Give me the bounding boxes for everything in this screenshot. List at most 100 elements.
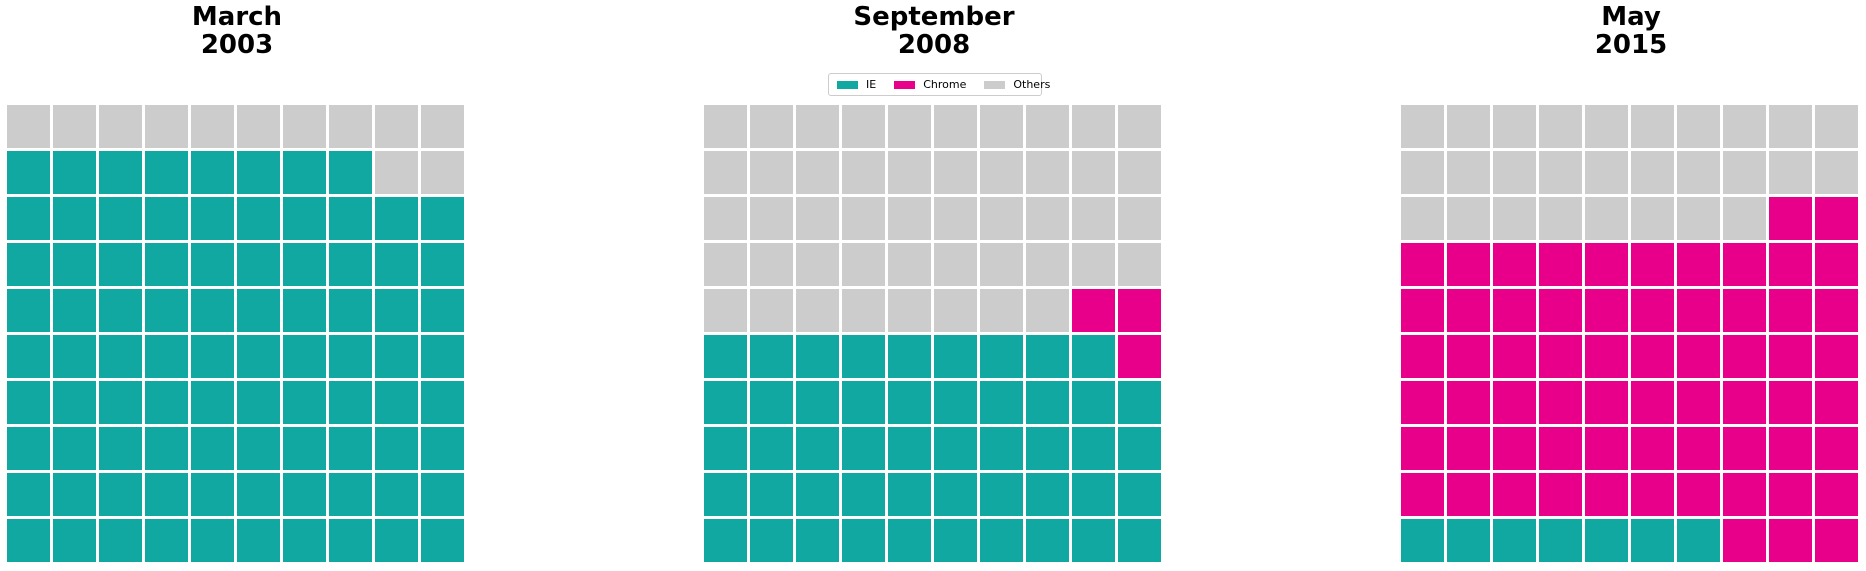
waffle-cell-others bbox=[750, 105, 793, 148]
waffle-cell-others bbox=[934, 289, 977, 332]
waffle-cell-ie bbox=[796, 519, 839, 562]
waffle-cell-others bbox=[796, 197, 839, 240]
waffle-cell-others bbox=[980, 151, 1023, 194]
waffle-cell-ie bbox=[888, 427, 931, 470]
waffle-cell-chrome bbox=[1447, 289, 1490, 332]
waffle-cell-ie bbox=[53, 151, 96, 194]
waffle-cell-ie bbox=[842, 519, 885, 562]
waffle-cell-ie bbox=[145, 151, 188, 194]
waffle-cell-ie bbox=[53, 473, 96, 516]
waffle-cell-ie bbox=[1026, 427, 1069, 470]
waffle-cell-ie bbox=[53, 335, 96, 378]
waffle-cell-ie bbox=[145, 289, 188, 332]
waffle-cell-ie bbox=[704, 473, 747, 516]
waffle-cell-chrome bbox=[1769, 427, 1812, 470]
waffle-cell-chrome bbox=[1677, 473, 1720, 516]
waffle-cell-chrome bbox=[1815, 427, 1858, 470]
waffle-cell-chrome bbox=[1631, 427, 1674, 470]
waffle-cell-chrome bbox=[1769, 473, 1812, 516]
waffle-cell-ie bbox=[283, 473, 326, 516]
waffle-cell-others bbox=[704, 289, 747, 332]
waffle-cell-others bbox=[1631, 197, 1674, 240]
waffle-cell-others bbox=[145, 105, 188, 148]
waffle-cell-chrome bbox=[1539, 289, 1582, 332]
waffle-cell-chrome bbox=[1539, 381, 1582, 424]
waffle-cell-others bbox=[888, 243, 931, 286]
waffle-cell-others bbox=[1026, 105, 1069, 148]
waffle-cell-ie bbox=[7, 289, 50, 332]
waffle-cell-ie bbox=[7, 473, 50, 516]
waffle-cell-ie bbox=[237, 473, 280, 516]
waffle-cell-others bbox=[980, 197, 1023, 240]
waffle-cell-others bbox=[704, 105, 747, 148]
waffle-cell-ie bbox=[145, 381, 188, 424]
waffle-cell-ie bbox=[7, 243, 50, 286]
waffle-cell-ie bbox=[375, 289, 418, 332]
waffle-cell-others bbox=[842, 289, 885, 332]
waffle-cell-ie bbox=[283, 197, 326, 240]
waffle-cell-ie bbox=[980, 427, 1023, 470]
legend-swatch-ie bbox=[837, 80, 858, 89]
waffle-cell-chrome bbox=[1539, 335, 1582, 378]
waffle-cell-others bbox=[842, 105, 885, 148]
waffle-cell-ie bbox=[750, 519, 793, 562]
waffle-cell-ie bbox=[1631, 519, 1674, 562]
waffle-cell-ie bbox=[842, 473, 885, 516]
waffle-cell-others bbox=[1585, 105, 1628, 148]
waffle-cell-ie bbox=[934, 427, 977, 470]
waffle-cell-ie bbox=[421, 381, 464, 424]
waffle-cell-chrome bbox=[1447, 243, 1490, 286]
waffle-cell-others bbox=[934, 105, 977, 148]
waffle-cell-ie bbox=[53, 289, 96, 332]
waffle-cell-ie bbox=[191, 473, 234, 516]
waffle-cell-ie bbox=[283, 289, 326, 332]
waffle-cell-ie bbox=[145, 243, 188, 286]
waffle-cell-others bbox=[1026, 289, 1069, 332]
waffle-cell-chrome bbox=[1631, 289, 1674, 332]
waffle-cell-ie bbox=[750, 381, 793, 424]
waffle-cell-others bbox=[1401, 197, 1444, 240]
waffle-cell-ie bbox=[145, 335, 188, 378]
legend-item-ie: IE bbox=[837, 78, 876, 91]
waffle-cell-others bbox=[842, 151, 885, 194]
legend-item-chrome: Chrome bbox=[894, 78, 966, 91]
waffle-cell-others bbox=[1118, 197, 1161, 240]
waffle-cell-others bbox=[329, 105, 372, 148]
waffle-cell-ie bbox=[99, 335, 142, 378]
waffle-cell-ie bbox=[99, 519, 142, 562]
waffle-cell-ie bbox=[375, 519, 418, 562]
waffle-cell-ie bbox=[750, 473, 793, 516]
waffle-cell-chrome bbox=[1769, 289, 1812, 332]
waffle-cell-others bbox=[1447, 151, 1490, 194]
waffle-cell-chrome bbox=[1677, 427, 1720, 470]
waffle-cell-ie bbox=[1072, 473, 1115, 516]
waffle-cell-others bbox=[1677, 105, 1720, 148]
waffle-cell-others bbox=[934, 197, 977, 240]
waffle-cell-others bbox=[1769, 151, 1812, 194]
waffle-cell-chrome bbox=[1677, 243, 1720, 286]
waffle-cell-ie bbox=[934, 519, 977, 562]
waffle-cell-others bbox=[53, 105, 96, 148]
waffle-cell-ie bbox=[934, 473, 977, 516]
chart-title-3-line2: 2015 bbox=[1594, 30, 1668, 60]
waffle-cell-chrome bbox=[1631, 381, 1674, 424]
waffle-cell-ie bbox=[7, 427, 50, 470]
waffle-cell-ie bbox=[329, 519, 372, 562]
waffle-cell-others bbox=[888, 105, 931, 148]
waffle-cell-chrome bbox=[1585, 243, 1628, 286]
waffle-cell-others bbox=[888, 289, 931, 332]
waffle-cell-chrome bbox=[1815, 381, 1858, 424]
waffle-cell-others bbox=[1026, 243, 1069, 286]
waffle-cell-ie bbox=[842, 427, 885, 470]
waffle-cell-chrome bbox=[1493, 381, 1536, 424]
waffle-cell-ie bbox=[99, 473, 142, 516]
waffle-cell-ie bbox=[1026, 519, 1069, 562]
waffle-cell-others bbox=[1815, 151, 1858, 194]
waffle-cell-ie bbox=[7, 335, 50, 378]
waffle-cell-ie bbox=[237, 197, 280, 240]
waffle-cell-ie bbox=[888, 335, 931, 378]
chart-legend: IE Chrome Others bbox=[828, 73, 1050, 96]
waffle-cell-ie bbox=[375, 335, 418, 378]
waffle-cell-ie bbox=[53, 243, 96, 286]
waffle-cell-others bbox=[796, 289, 839, 332]
